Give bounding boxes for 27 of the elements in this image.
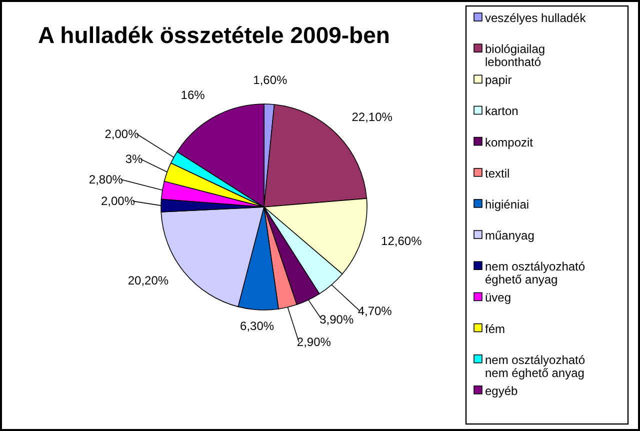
data-label: 3,90% [320,312,354,326]
data-label: 3% [125,152,144,166]
text: A hulladék összetétele 2009-ben [38,22,390,48]
legend-label: papir [485,73,512,88]
data-label: 12,60% [381,234,422,248]
legend-label: fém [485,322,506,336]
legend-label: biológiailag lebontható [485,42,546,70]
legend-label: nem osztályozható nem éghető anyag [485,352,586,380]
data-label: 16% [180,88,206,102]
legend-label: egyéb [485,384,518,398]
legend-label: kompozit [485,135,534,150]
legend-label: karton [485,104,518,118]
data-label: 22,10% [352,110,393,124]
legend-label: textil [485,166,510,180]
data-label: 2,00% [100,194,136,208]
data-label: 1,60% [253,73,288,88]
legend-label: műanyag [485,228,534,243]
data-label: 6,30% [240,318,274,333]
data-label: 2,80% [88,172,124,187]
legend-label: nem osztályozható éghető anyag [485,260,586,287]
data-label: 20,20% [128,274,169,288]
legend-label: üveg [485,290,512,305]
legend-label: higiéniai [485,197,530,212]
data-label: 2,90% [296,335,332,350]
data-label: 4,70% [358,304,392,318]
data-label: 2,00% [104,126,140,141]
legend-label: veszélyes hulladék [485,11,587,25]
